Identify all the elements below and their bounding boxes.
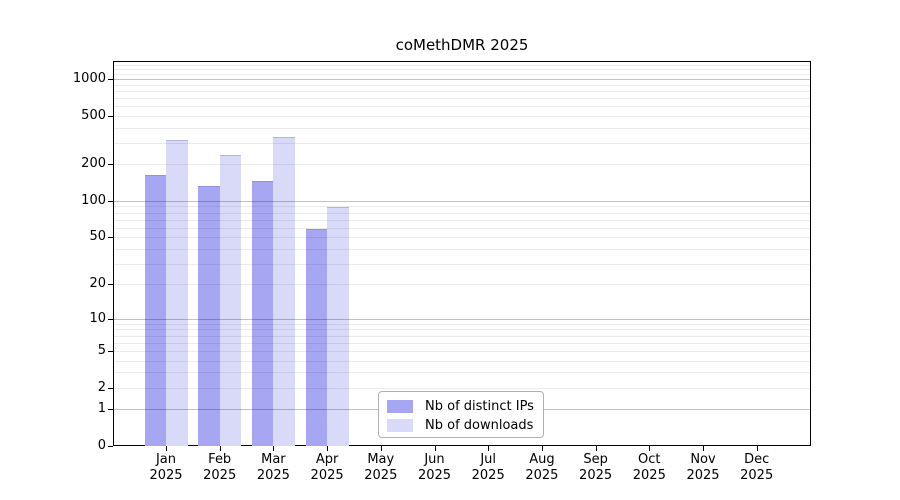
y-tick-label-200: 200	[81, 156, 106, 172]
x-tick-label-oct: Oct 2025	[632, 452, 666, 483]
y-tick-label-500: 500	[81, 107, 106, 123]
y-tick-label-1: 1	[97, 401, 106, 417]
x-tick-may	[380, 446, 382, 451]
y-tick-label-1000: 1000	[72, 71, 106, 86]
x-tick-oct	[649, 446, 651, 451]
legend-label-downloads: Nb of downloads	[425, 418, 534, 433]
x-tick-jun	[434, 446, 436, 451]
y-tick-1000	[108, 79, 113, 80]
legend-swatch-distinct-ips	[387, 400, 413, 413]
legend: Nb of distinct IPs Nb of downloads	[378, 391, 544, 438]
y-tick-50	[108, 237, 113, 239]
x-tick-nov	[703, 446, 704, 451]
bar-distinct-ips-jan	[144, 175, 166, 446]
bar-downloads-mar	[273, 137, 295, 446]
legend-item-distinct-ips: Nb of distinct IPs	[387, 397, 543, 416]
y-tick-label-20: 20	[89, 276, 106, 292]
x-tick-mar	[273, 446, 275, 451]
x-tick-aug	[541, 446, 543, 451]
y-tick-label-2: 2	[97, 379, 106, 395]
bar-downloads-apr	[327, 206, 349, 446]
y-tick-0	[108, 446, 113, 447]
x-tick-label-feb: Feb 2025	[203, 452, 237, 483]
y-tick-2	[108, 387, 113, 389]
y-tick-label-0: 0	[97, 438, 106, 453]
x-tick-label-nov: Nov 2025	[686, 452, 720, 483]
y-tick-200	[108, 164, 113, 166]
x-tick-apr	[327, 446, 329, 451]
x-tick-feb	[219, 446, 221, 451]
x-tick-jan	[166, 446, 167, 451]
legend-item-downloads: Nb of downloads	[387, 416, 543, 435]
bar-downloads-jan	[166, 140, 188, 446]
x-tick-label-sep: Sep 2025	[579, 452, 613, 483]
x-tick-label-aug: Aug 2025	[525, 452, 559, 483]
x-tick-sep	[595, 446, 597, 451]
legend-swatch-downloads	[387, 419, 413, 432]
y-tick-500	[108, 115, 113, 117]
y-tick-1	[108, 409, 113, 411]
bar-distinct-ips-feb	[198, 185, 220, 446]
y-tick-20	[108, 284, 113, 286]
bar-downloads-feb	[219, 154, 242, 446]
legend-label-distinct-ips: Nb of distinct IPs	[425, 399, 534, 414]
y-tick-label-100: 100	[81, 192, 106, 208]
x-tick-label-dec: Dec 2025	[740, 452, 774, 483]
x-tick-label-apr: Apr 2025	[310, 452, 344, 483]
y-tick-10	[108, 318, 113, 320]
x-tick-label-jun: Jun 2025	[417, 452, 452, 483]
y-tick-5	[108, 350, 113, 352]
x-tick-label-may: May 2025	[364, 452, 398, 483]
x-tick-label-jan: Jan 2025	[149, 452, 183, 483]
y-tick-label-50: 50	[89, 229, 106, 245]
y-tick-label-10: 10	[89, 310, 106, 326]
x-tick-jul	[488, 446, 490, 451]
y-tick-label-5: 5	[97, 342, 106, 358]
x-tick-label-jul: Jul 2025	[471, 452, 505, 483]
bar-distinct-ips-apr	[305, 229, 328, 446]
x-tick-label-mar: Mar 2025	[256, 452, 290, 483]
chart-title: coMethDMR 2025	[395, 36, 529, 54]
bar-distinct-ips-mar	[251, 180, 274, 446]
y-tick-100	[108, 200, 113, 202]
x-tick-dec	[756, 446, 758, 451]
